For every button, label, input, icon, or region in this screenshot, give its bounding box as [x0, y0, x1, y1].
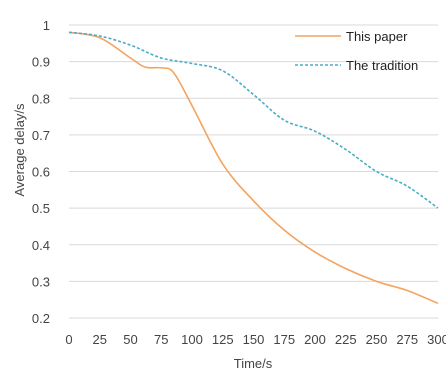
y-tick-label: 0.6: [32, 165, 50, 180]
x-tick-label: 100: [181, 332, 203, 347]
x-tick-label: 225: [335, 332, 357, 347]
x-tick-label: 200: [304, 332, 326, 347]
legend-label: The tradition: [346, 58, 418, 73]
x-tick-label: 275: [396, 332, 418, 347]
y-tick-label: 0.4: [32, 238, 50, 253]
x-axis-label: Time/s: [234, 356, 273, 371]
x-tick-label: 0: [65, 332, 72, 347]
x-tick-label: 125: [212, 332, 234, 347]
y-axis-label: Average delay/s: [12, 103, 27, 196]
y-tick-label: 0.7: [32, 128, 50, 143]
y-tick-label: 0.8: [32, 91, 50, 106]
y-tick-label: 0.9: [32, 55, 50, 70]
x-tick-label: 175: [273, 332, 295, 347]
x-tick-label: 75: [154, 332, 168, 347]
x-tick-label: 25: [93, 332, 107, 347]
y-tick-label: 1: [43, 18, 50, 33]
x-tick-labels: 0 25 50 75 100 125 150 175 200 225 250 275 300: [65, 332, 446, 347]
legend: This paper The tradition: [295, 29, 418, 73]
grid-lines: [69, 24, 438, 319]
series-line-0: [68, 31, 439, 305]
y-tick-label: 0.5: [32, 201, 50, 216]
x-tick-label: 150: [243, 332, 265, 347]
y-tick-labels: 0.2 0.3 0.4 0.5 0.6 0.7 0.8 0.9 1: [32, 18, 50, 326]
legend-label: This paper: [346, 29, 408, 44]
y-tick-label: 0.3: [32, 274, 50, 289]
y-tick-label: 0.2: [32, 311, 50, 326]
series-lines: [68, 31, 439, 305]
x-tick-label: 50: [123, 332, 137, 347]
x-tick-label: 250: [366, 332, 388, 347]
x-tick-label: 300: [427, 332, 446, 347]
